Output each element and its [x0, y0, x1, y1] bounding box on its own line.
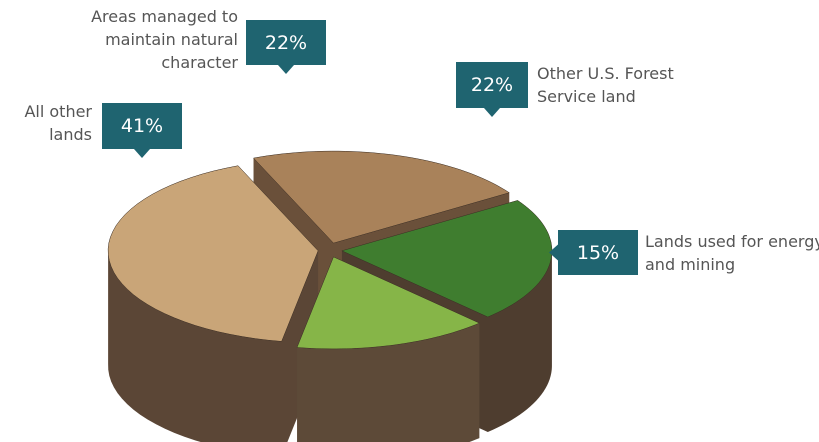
pie-slice — [253, 150, 510, 244]
label-pointer — [484, 108, 500, 117]
value-label: 15% — [558, 230, 638, 275]
label-pointer — [278, 65, 294, 74]
pie-slice — [107, 165, 319, 342]
category-label: Lands used for energy and mining — [645, 232, 819, 274]
label-pointer — [549, 244, 558, 261]
value-label: 41% — [102, 103, 182, 149]
label-pointer — [134, 149, 150, 158]
value-label: 22% — [246, 20, 326, 65]
category-label: Areas managed to maintain natural charac… — [91, 7, 238, 72]
pie-slice — [341, 200, 553, 318]
category-label: All other lands — [24, 102, 92, 144]
value-label: 22% — [456, 62, 528, 108]
category-label: Other U.S. Forest Service land — [537, 64, 674, 106]
pie-slice — [296, 256, 481, 350]
